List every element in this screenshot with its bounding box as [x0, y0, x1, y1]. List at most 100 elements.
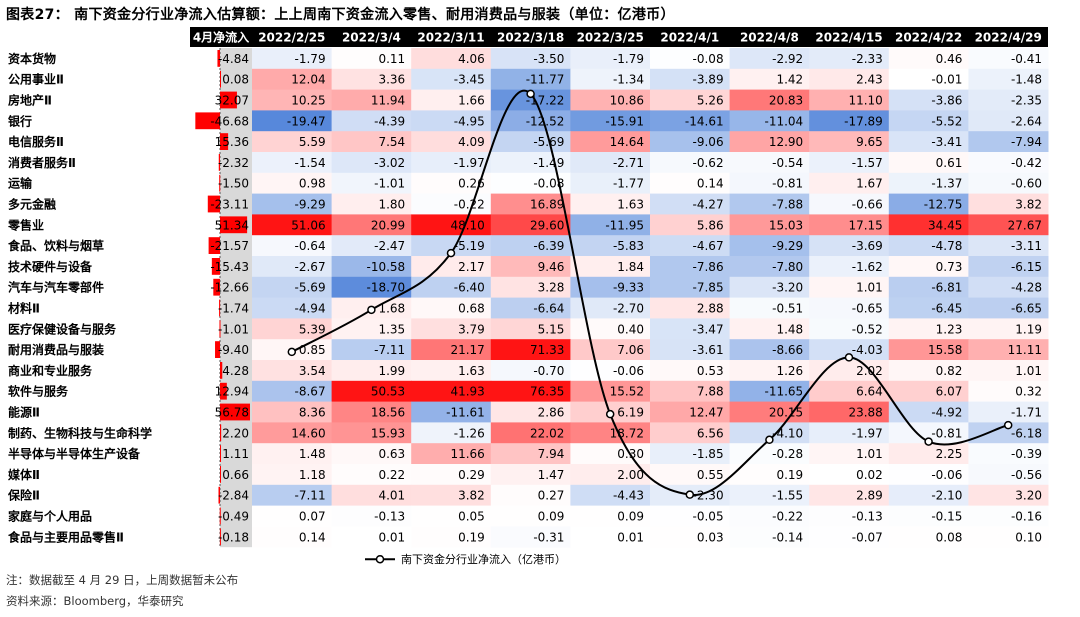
- legend-marker: [375, 554, 385, 564]
- heat-cell: [888, 526, 969, 548]
- heat-cell: [411, 401, 492, 423]
- heat-cell: [729, 110, 810, 132]
- cell-value: -0.06: [613, 364, 644, 378]
- heat-cell: [411, 152, 492, 174]
- cell-value: 3.28: [538, 281, 565, 295]
- heat-cell: [888, 443, 969, 465]
- cell-value: -7.88: [772, 198, 803, 212]
- cell-value: 20.99: [371, 218, 405, 232]
- cell-value: 0.63: [378, 447, 405, 461]
- april-bar: [220, 133, 229, 150]
- heat-cell: [888, 256, 969, 278]
- cell-value: 9.65: [856, 135, 883, 149]
- cell-value: 0.03: [697, 530, 724, 544]
- cell-value: 0.40: [617, 322, 644, 336]
- cell-value: -17.22: [526, 94, 565, 108]
- heat-cell: [888, 360, 969, 382]
- april-value: 0.66: [222, 468, 249, 482]
- heat-cell: [331, 131, 412, 153]
- cell-value: 0.19: [458, 530, 485, 544]
- april-value: -46.68: [210, 114, 249, 128]
- cell-value: 12.04: [291, 73, 325, 87]
- heat-cell: [252, 380, 333, 403]
- heat-cell: [650, 235, 731, 257]
- heat-cell: [252, 235, 333, 257]
- cell-value: 15.93: [371, 426, 405, 440]
- cell-value: 3.82: [1015, 198, 1042, 212]
- heat-cell: [729, 131, 810, 153]
- heat-cell: [968, 89, 1049, 111]
- heat-cell: [809, 193, 890, 215]
- cell-value: -4.78: [931, 239, 962, 253]
- cell-value: -0.52: [852, 322, 883, 336]
- cell-value: -3.11: [1011, 239, 1042, 253]
- cell-value: -9.33: [613, 281, 644, 295]
- heat-cell: [809, 131, 890, 153]
- cell-value: -11.65: [765, 385, 804, 399]
- cell-value: 10.86: [610, 94, 644, 108]
- cell-value: -8.67: [295, 385, 326, 399]
- row-label: 耐用消费品与服装: [8, 342, 104, 357]
- heat-cell: [252, 505, 333, 527]
- april-value: -23.11: [210, 198, 249, 212]
- cell-value: -5.19: [454, 239, 485, 253]
- cell-value: -0.08: [693, 52, 724, 66]
- cell-value: -6.64: [533, 302, 564, 316]
- cell-value: -1.79: [613, 52, 644, 66]
- heat-cell: [968, 172, 1049, 195]
- april-value: -2.32: [218, 156, 249, 170]
- cell-value: -11.04: [765, 114, 804, 128]
- april-value: -4.84: [218, 52, 249, 66]
- heat-cell: [729, 297, 810, 319]
- cell-value: 2.00: [617, 468, 644, 482]
- heat-cell: [729, 152, 810, 174]
- april-bar: [219, 174, 221, 192]
- april-bar: [220, 70, 221, 88]
- heat-cell: [490, 318, 571, 340]
- cell-value: -0.14: [772, 530, 803, 544]
- heat-cell: [331, 422, 412, 444]
- row-label: 食品、饮料与烟草: [7, 238, 104, 253]
- row-label: 半导体与半导体生产设备: [8, 446, 141, 461]
- heat-cell: [809, 505, 890, 527]
- heat-cell: [650, 193, 731, 215]
- heat-cell: [968, 318, 1049, 340]
- overlay-line-point: [1003, 420, 1013, 430]
- cell-value: 0.14: [299, 530, 326, 544]
- heat-cell: [888, 380, 969, 403]
- heat-cell: [490, 360, 571, 382]
- heat-cell: [411, 360, 492, 382]
- cell-value: 29.60: [530, 218, 564, 232]
- heat-cell: [252, 276, 333, 299]
- cell-value: -4.67: [693, 239, 724, 253]
- heat-cell: [968, 276, 1049, 299]
- heat-cell: [968, 214, 1049, 236]
- heat-cell: [490, 297, 571, 319]
- heat-cell: [331, 464, 412, 486]
- cell-value: -3.50: [533, 52, 564, 66]
- heat-cell: [570, 464, 651, 486]
- heat-cell: [888, 131, 969, 153]
- cell-value: 3.82: [458, 489, 485, 503]
- heat-cell: [729, 89, 810, 111]
- cell-value: -2.67: [295, 260, 326, 274]
- heat-cell: [570, 276, 651, 299]
- chart-title: 图表27： 南下资金分行业净流入估算额：上上周南下资金流入零售、耐用消费品与服装…: [6, 7, 675, 23]
- heat-cell: [490, 464, 571, 486]
- cell-value: -15.91: [605, 114, 644, 128]
- cell-value: -1.26: [454, 426, 485, 440]
- cell-value: -1.55: [772, 489, 803, 503]
- heat-cell: [968, 484, 1049, 507]
- cell-value: 12.47: [689, 406, 723, 420]
- heat-cell: [331, 193, 412, 215]
- cell-value: -0.81: [772, 177, 803, 191]
- row-label: 多元金融: [8, 197, 56, 212]
- cell-value: -7.11: [295, 489, 326, 503]
- cell-value: 18.72: [610, 426, 644, 440]
- heat-cell: [809, 214, 890, 236]
- heat-cell: [252, 172, 333, 195]
- row-label: 商业和专业服务: [8, 363, 93, 378]
- cell-value: 1.18: [299, 468, 326, 482]
- cell-value: -0.64: [295, 239, 326, 253]
- heat-cell: [570, 235, 651, 257]
